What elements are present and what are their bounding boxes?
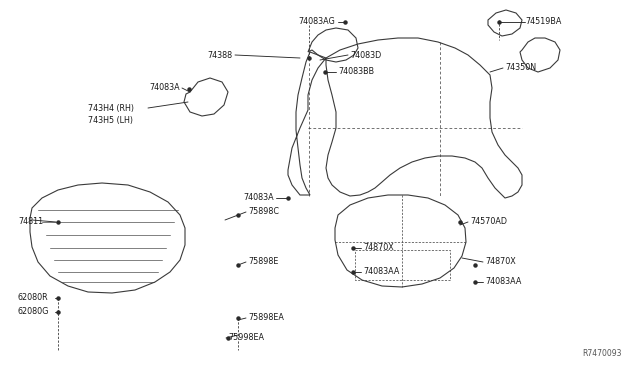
Text: 743H4 (RH): 743H4 (RH) bbox=[88, 103, 134, 112]
Text: 74870X: 74870X bbox=[363, 244, 394, 253]
Text: 74083A: 74083A bbox=[149, 83, 180, 93]
Text: 74083AA: 74083AA bbox=[485, 278, 522, 286]
Text: 74811: 74811 bbox=[18, 218, 43, 227]
Text: 74519BA: 74519BA bbox=[525, 17, 561, 26]
Text: 743H5 (LH): 743H5 (LH) bbox=[88, 115, 133, 125]
Text: 74083AA: 74083AA bbox=[363, 267, 399, 276]
Text: 75898E: 75898E bbox=[248, 257, 278, 266]
Text: 75898C: 75898C bbox=[248, 208, 279, 217]
Text: 74083AG: 74083AG bbox=[298, 17, 335, 26]
Text: 75998EA: 75998EA bbox=[228, 334, 264, 343]
Text: 74870X: 74870X bbox=[485, 257, 516, 266]
Text: 74083D: 74083D bbox=[350, 51, 381, 60]
Text: 74570AD: 74570AD bbox=[470, 218, 507, 227]
Text: 74083BB: 74083BB bbox=[338, 67, 374, 77]
Text: 75898EA: 75898EA bbox=[248, 314, 284, 323]
Text: 74350N: 74350N bbox=[505, 64, 536, 73]
Text: 62080R: 62080R bbox=[18, 294, 49, 302]
Text: 74388: 74388 bbox=[207, 51, 232, 60]
Text: R7470093: R7470093 bbox=[582, 349, 622, 358]
Text: 74083A: 74083A bbox=[243, 193, 274, 202]
Text: 62080G: 62080G bbox=[18, 308, 49, 317]
